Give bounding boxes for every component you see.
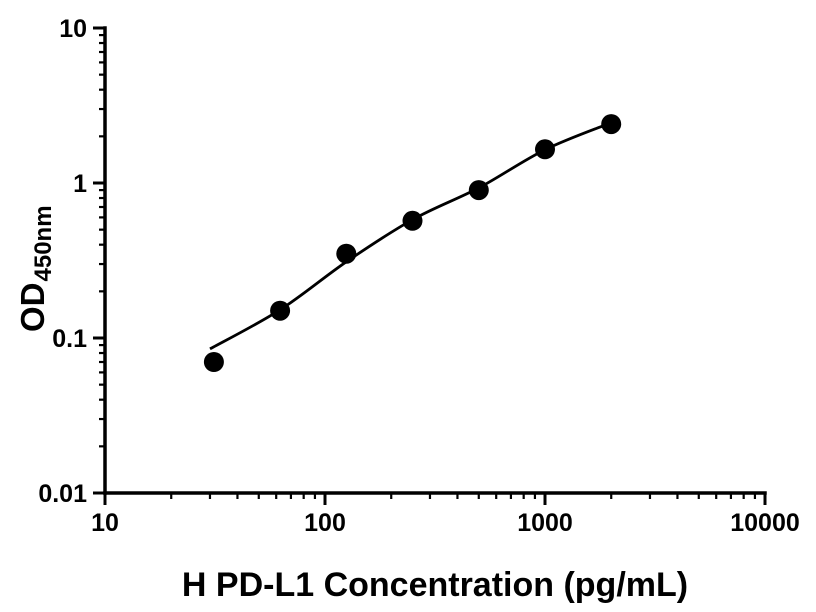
x-axis-title: H PD-L1 Concentration (pg/mL): [182, 566, 688, 604]
y-tick-label: 0.1: [52, 325, 87, 353]
data-point: [270, 300, 291, 321]
data-point: [468, 180, 489, 201]
x-tick-label: 10000: [730, 509, 800, 537]
x-tick-label: 10: [91, 509, 119, 537]
y-axis-title: OD450nm: [14, 205, 57, 332]
y-axis-title-main: OD: [14, 283, 51, 333]
y-axis-title-subscript: 450nm: [30, 205, 57, 281]
y-tick-label: 1: [73, 170, 87, 198]
axis-tick-labels: 10 100 1000 10000 0.01 0.1 1 10: [38, 15, 799, 537]
data-point: [402, 210, 423, 231]
data-point: [203, 352, 224, 372]
x-tick-label: 100: [304, 509, 346, 537]
y-tick-label: 0.01: [38, 480, 87, 508]
data-point: [535, 139, 555, 160]
data-point: [336, 243, 357, 264]
y-tick-label: 10: [59, 15, 87, 43]
data-point: [601, 114, 622, 135]
axis-ticks: [93, 26, 767, 505]
x-tick-label: 1000: [517, 509, 573, 537]
axes: [103, 26, 767, 495]
data-points: [203, 114, 622, 372]
